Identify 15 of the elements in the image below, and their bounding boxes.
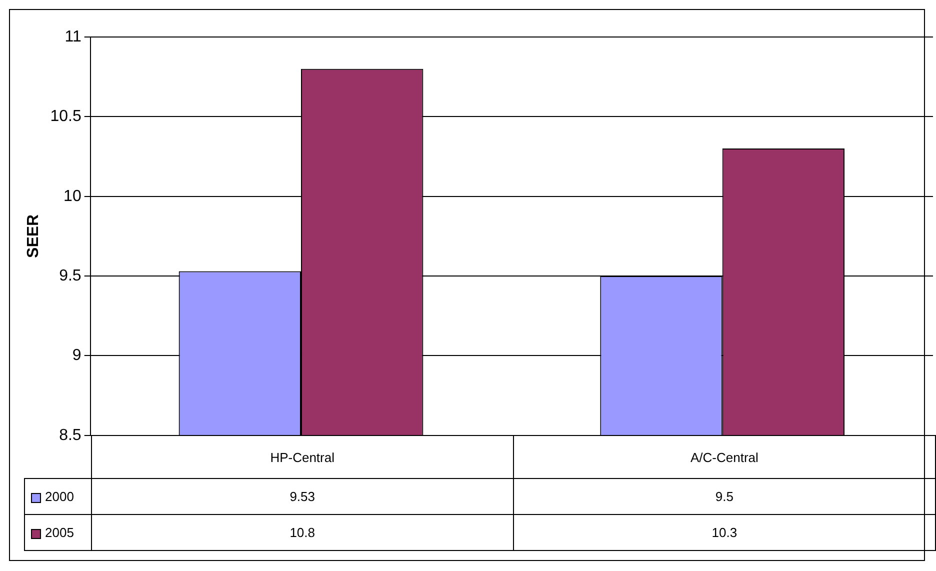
y-tick-label: 9: [72, 347, 82, 364]
x-tick-label: HP-Central: [91, 436, 514, 478]
y-axis-title: SEER: [25, 214, 42, 258]
y-tick-label: 10: [64, 188, 82, 205]
y-tick-label: 11: [64, 28, 82, 46]
y-tick-label: 9.5: [59, 267, 82, 284]
legend-label: 2000: [24, 478, 92, 514]
x-tick-label: A/C-Central: [513, 436, 936, 478]
y-tick-label: 8.5: [59, 426, 82, 444]
data-label: 9.53: [91, 478, 514, 514]
legend-label: 2005: [24, 514, 92, 550]
data-label: 10.8: [91, 514, 514, 550]
data-label: 10.3: [513, 514, 936, 550]
data-label: 9.5: [513, 478, 936, 514]
y-tick-label: 10.5: [50, 108, 82, 126]
